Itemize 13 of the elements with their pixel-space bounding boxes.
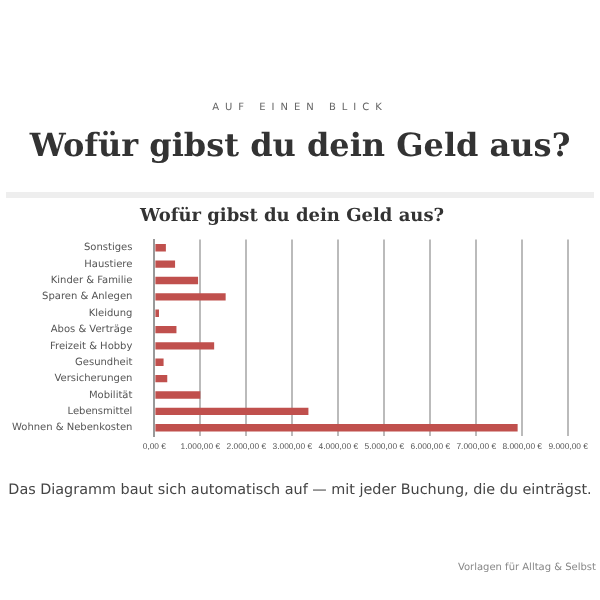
bar [155,374,168,383]
bar [155,424,518,432]
bar [155,260,176,268]
text: Wofür gibst du dein Geld aus? [27,126,573,164]
bar [155,293,226,301]
bar [155,407,309,416]
chart-title: Wofür gibst du dein Geld aus? [137,205,445,228]
bar [155,276,199,285]
bar [155,342,215,350]
bar [155,244,166,252]
bar [155,358,164,366]
bar [155,391,201,399]
bar [155,325,177,334]
